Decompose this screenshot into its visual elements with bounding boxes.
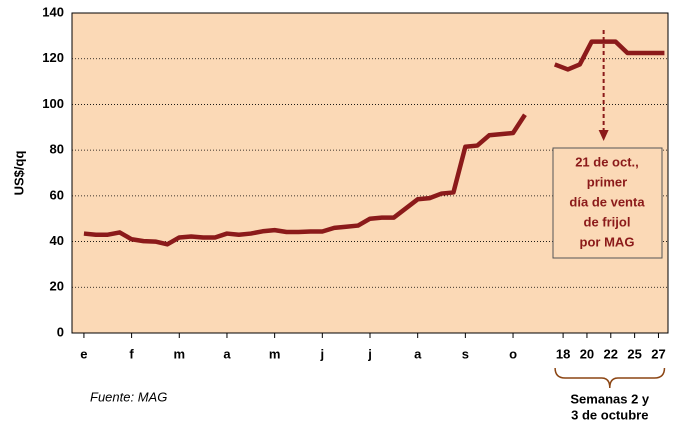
x-tick-label: m — [173, 346, 185, 361]
data-line — [83, 39, 665, 247]
arrow-head — [598, 130, 609, 141]
bracket-label: 3 de octubre — [571, 407, 648, 422]
x-tick-label: m — [269, 346, 281, 361]
x-tick-label: e — [80, 346, 87, 361]
y-tick-label: 100 — [42, 96, 64, 111]
x-tick-label: o — [509, 346, 517, 361]
y-axis-label: US$/qq — [11, 151, 26, 196]
x-tick-label: 25 — [627, 346, 641, 361]
x-tick-label: 27 — [651, 346, 665, 361]
x-tick-label: j — [320, 346, 325, 361]
x-tick-label: 22 — [604, 346, 618, 361]
annotation-text: por MAG — [580, 234, 635, 249]
y-tick-label: 40 — [50, 233, 64, 248]
y-tick-label: 0 — [57, 324, 64, 339]
annotation-box — [552, 147, 663, 259]
x-tick-label: a — [223, 346, 231, 361]
x-tick-label: s — [462, 346, 469, 361]
x-tick-label: 20 — [580, 346, 594, 361]
source-note: Fuente: MAG — [90, 389, 167, 404]
bracket — [554, 367, 666, 389]
y-tick-label: 120 — [42, 50, 64, 65]
x-tick-label: 18 — [556, 346, 570, 361]
y-tick-label: 140 — [42, 4, 64, 19]
annotation-text: día de venta — [569, 194, 645, 209]
annotation-text: de frijol — [584, 214, 631, 229]
x-tick-label: a — [414, 346, 422, 361]
annotation-text: primer — [587, 174, 627, 189]
x-tick-label: f — [129, 346, 134, 361]
x-tick-label: j — [367, 346, 372, 361]
annotation-text: 21 de oct., — [575, 154, 639, 169]
y-tick-label: 60 — [50, 187, 64, 202]
bracket-label: Semanas 2 y — [570, 391, 650, 406]
y-tick-label: 20 — [50, 279, 64, 294]
y-tick-label: 80 — [50, 142, 64, 157]
